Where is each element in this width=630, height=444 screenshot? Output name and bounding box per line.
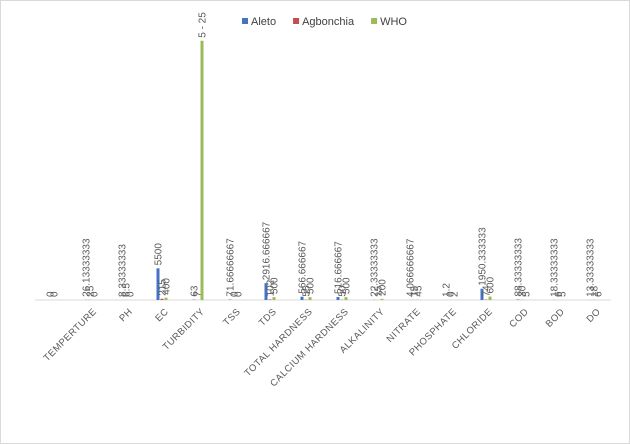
data-label: 26.13333333 bbox=[82, 238, 93, 297]
data-label: 200 bbox=[378, 279, 389, 296]
data-label: 45 bbox=[414, 285, 425, 297]
data-label: 500 bbox=[306, 277, 317, 294]
data-label: 74 bbox=[482, 285, 493, 297]
data-label: 15 bbox=[374, 285, 385, 297]
bar bbox=[488, 296, 492, 300]
legend-swatch bbox=[293, 18, 300, 24]
data-label: 600 bbox=[486, 276, 497, 293]
data-label: 30 bbox=[518, 285, 529, 297]
data-label: 6 bbox=[594, 291, 605, 297]
data-label: 22.33333333 bbox=[370, 238, 381, 297]
data-label: 500 bbox=[342, 277, 353, 294]
data-label: 88.33333333 bbox=[514, 238, 525, 297]
data-label: 215 bbox=[158, 279, 169, 296]
data-label: 6 bbox=[554, 291, 565, 297]
data-label: 2 bbox=[450, 291, 461, 297]
data-label: 5 bbox=[558, 291, 569, 297]
data-label: 50 bbox=[338, 285, 349, 297]
bar bbox=[380, 298, 384, 300]
data-label: 4.066666667 bbox=[406, 238, 417, 297]
data-label: 1.2 bbox=[442, 283, 453, 297]
bar bbox=[516, 299, 520, 300]
bar bbox=[300, 296, 304, 300]
data-label: 5 bbox=[522, 291, 533, 297]
data-label: 500 bbox=[270, 277, 281, 294]
data-label: 7 bbox=[194, 291, 205, 297]
data-label: 8.33333333 bbox=[118, 244, 129, 297]
legend-label: Agbonchia bbox=[302, 16, 355, 28]
data-label: 6.5 bbox=[122, 283, 133, 297]
data-label: 5 - 25 bbox=[198, 12, 209, 38]
data-label: 0 bbox=[126, 291, 137, 297]
data-label: 0 bbox=[230, 291, 241, 297]
data-label: 566.666667 bbox=[298, 240, 309, 293]
bar bbox=[268, 299, 272, 300]
bar bbox=[480, 288, 484, 300]
data-label: 5500 bbox=[154, 243, 165, 266]
data-label: 0 bbox=[46, 291, 57, 297]
data-label: 516.666667 bbox=[334, 241, 345, 294]
bar bbox=[160, 298, 164, 300]
data-label: 2916.666667 bbox=[262, 221, 273, 280]
data-label: 18 bbox=[590, 285, 601, 297]
bar bbox=[336, 297, 340, 300]
legend-label: WHO bbox=[380, 16, 407, 28]
data-label: 13.33333333 bbox=[586, 238, 597, 297]
legend-swatch bbox=[242, 18, 248, 24]
data-label: 18.33333333 bbox=[550, 238, 561, 297]
bar bbox=[344, 297, 348, 300]
data-label: 63 bbox=[190, 285, 201, 297]
bar bbox=[200, 40, 204, 301]
data-label: 400 bbox=[162, 278, 173, 295]
data-label: 0 bbox=[90, 291, 101, 297]
data-label: 0 bbox=[234, 291, 245, 297]
data-label: 0 bbox=[50, 291, 61, 297]
legend-label: Aleto bbox=[251, 16, 276, 28]
data-label: 1950.333333 bbox=[478, 227, 489, 286]
bar bbox=[156, 268, 160, 300]
bar bbox=[264, 283, 268, 300]
bar bbox=[164, 297, 168, 300]
data-label: 0 bbox=[446, 291, 457, 297]
data-label: 15 bbox=[410, 285, 421, 297]
data-label: 25 bbox=[86, 285, 97, 297]
data-label: 102 bbox=[266, 279, 277, 296]
bar bbox=[308, 297, 312, 300]
data-label: 71.66666667 bbox=[226, 238, 237, 297]
legend-swatch bbox=[371, 18, 378, 24]
data-label: 55 bbox=[302, 285, 313, 297]
bar bbox=[272, 297, 276, 300]
